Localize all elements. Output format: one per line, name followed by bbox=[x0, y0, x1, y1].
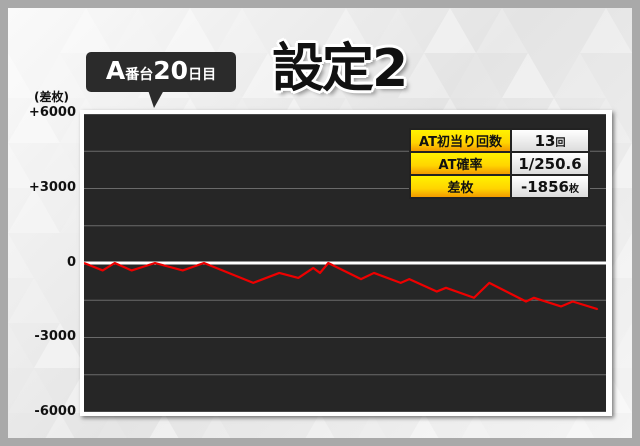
bg-triangle bbox=[606, 53, 632, 98]
bg-triangle bbox=[34, 53, 86, 98]
data-point bbox=[327, 262, 330, 264]
data-point bbox=[408, 278, 411, 280]
bg-triangle bbox=[34, 143, 86, 188]
bg-triangle bbox=[201, 413, 231, 438]
bg-triangle bbox=[528, 8, 580, 53]
bg-triangle bbox=[8, 368, 60, 413]
bg-triangle bbox=[617, 413, 632, 438]
machine-letter: A bbox=[105, 56, 126, 85]
data-point bbox=[113, 262, 116, 264]
bg-triangle bbox=[164, 8, 216, 53]
data-point bbox=[154, 262, 156, 264]
data-point bbox=[488, 282, 491, 284]
bg-triangle bbox=[357, 413, 387, 438]
day-suffix: 日目 bbox=[188, 67, 217, 83]
bg-triangle bbox=[476, 8, 528, 53]
y-tick-label: +6000 bbox=[28, 105, 76, 120]
bg-triangle bbox=[216, 8, 268, 53]
bg-triangle bbox=[8, 233, 34, 278]
data-point bbox=[319, 272, 321, 274]
stat-label: 差枚 bbox=[411, 176, 510, 197]
bg-triangle bbox=[97, 413, 127, 438]
stats-row-at-hits: AT初当り回数 13回 bbox=[411, 130, 588, 151]
bg-triangle bbox=[461, 413, 491, 438]
stat-value: 13回 bbox=[512, 130, 588, 151]
bg-triangle bbox=[580, 8, 632, 53]
data-point bbox=[101, 269, 104, 272]
bg-triangle bbox=[424, 8, 476, 53]
data-point bbox=[252, 282, 255, 284]
data-point bbox=[181, 269, 184, 272]
y-tick-label: 0 bbox=[66, 255, 76, 270]
bg-triangle bbox=[502, 53, 554, 98]
bg-triangle bbox=[60, 8, 112, 53]
data-point bbox=[596, 308, 599, 310]
day-number: 20 bbox=[153, 56, 189, 85]
stat-number: 13 bbox=[534, 131, 556, 150]
data-point bbox=[560, 305, 562, 308]
bubble-tail bbox=[148, 90, 164, 108]
data-point bbox=[130, 269, 133, 272]
data-point bbox=[435, 290, 438, 293]
bg-triangle bbox=[554, 53, 606, 98]
bg-triangle bbox=[149, 413, 179, 438]
data-point bbox=[571, 300, 574, 303]
machine-day-bubble: A 番台 20 日目 bbox=[86, 52, 236, 92]
data-point bbox=[373, 272, 375, 274]
bg-triangle bbox=[8, 98, 60, 143]
y-tick-label: -3000 bbox=[34, 329, 76, 344]
stats-row-at-prob: AT確率 1/250.6 bbox=[411, 153, 588, 174]
bg-triangle bbox=[606, 143, 632, 188]
y-tick-label: +3000 bbox=[28, 180, 76, 195]
stats-table: AT初当り回数 13回 AT確率 1/250.6 差枚 -1856枚 bbox=[409, 128, 590, 199]
stat-value: -1856枚 bbox=[512, 176, 588, 197]
setting-title: 設定2 bbox=[272, 39, 408, 99]
bg-triangle bbox=[8, 143, 34, 188]
bg-triangle bbox=[45, 413, 75, 438]
data-point bbox=[203, 262, 205, 264]
bg-triangle bbox=[606, 233, 632, 278]
data-point bbox=[445, 287, 447, 289]
stat-value: 1/250.6 bbox=[512, 153, 588, 174]
bg-triangle bbox=[409, 413, 439, 438]
bg-triangle bbox=[34, 323, 86, 368]
data-point bbox=[312, 267, 315, 269]
stats-row-diff: 差枚 -1856枚 bbox=[411, 176, 588, 197]
data-point bbox=[473, 296, 475, 299]
data-point bbox=[84, 262, 85, 264]
bg-triangle bbox=[320, 8, 372, 53]
bg-triangle bbox=[502, 413, 554, 438]
data-point bbox=[278, 272, 281, 274]
bg-triangle bbox=[112, 8, 164, 53]
data-point bbox=[533, 296, 535, 299]
data-point bbox=[360, 278, 362, 280]
stat-unit: 回 bbox=[555, 137, 566, 149]
machine-suffix: 番台 bbox=[125, 67, 154, 83]
bg-triangle bbox=[565, 413, 595, 438]
bg-triangle bbox=[8, 323, 34, 368]
data-point bbox=[399, 282, 402, 284]
data-point bbox=[297, 277, 300, 279]
bg-triangle bbox=[398, 53, 450, 98]
bg-triangle bbox=[8, 278, 60, 323]
bg-triangle bbox=[242, 53, 294, 98]
stat-number: 1/250.6 bbox=[518, 154, 582, 173]
bg-triangle bbox=[8, 188, 60, 233]
bg-triangle bbox=[372, 8, 424, 53]
bg-triangle bbox=[305, 413, 335, 438]
bg-triangle bbox=[606, 323, 632, 368]
bg-triangle bbox=[242, 413, 294, 438]
data-point bbox=[525, 300, 527, 303]
bg-triangle bbox=[8, 8, 60, 53]
series-line bbox=[84, 261, 598, 311]
bg-triangle bbox=[294, 53, 346, 98]
stat-label: AT確率 bbox=[411, 153, 510, 174]
stat-number: -1856 bbox=[521, 177, 569, 196]
bg-triangle bbox=[450, 53, 502, 98]
y-axis-label: (差枚) bbox=[34, 90, 69, 104]
stat-label: AT初当り回数 bbox=[411, 130, 510, 151]
stat-unit: 枚 bbox=[568, 183, 579, 195]
bg-triangle bbox=[8, 53, 34, 98]
y-tick-label: -6000 bbox=[34, 404, 76, 419]
